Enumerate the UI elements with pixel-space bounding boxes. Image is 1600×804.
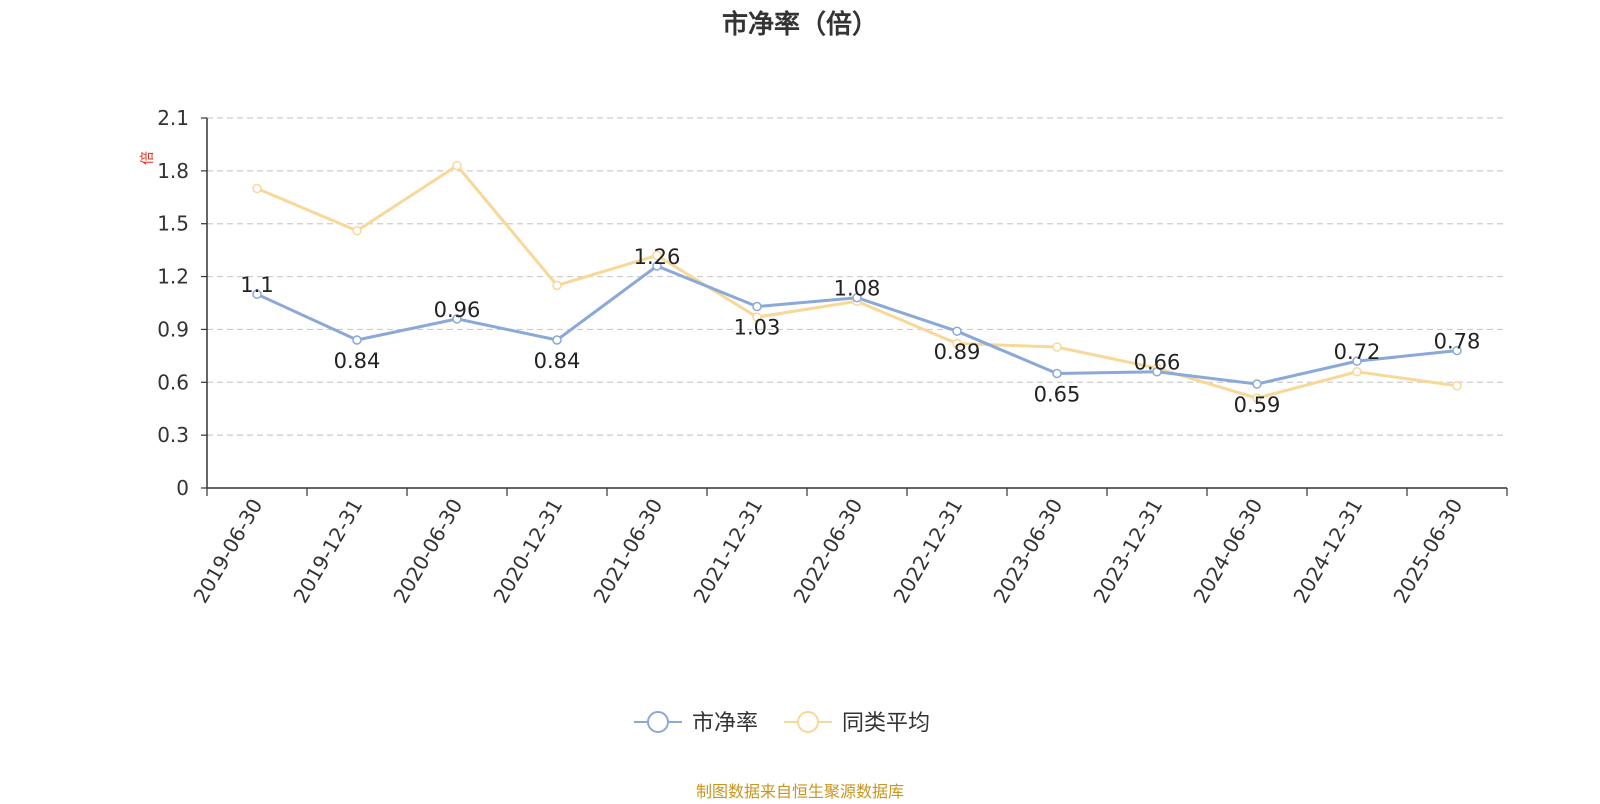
data-point xyxy=(452,314,462,324)
data-label: 0.96 xyxy=(434,298,481,322)
x-tick-label: 2023-12-31 xyxy=(1088,495,1167,608)
x-tick-label: 2023-06-30 xyxy=(988,495,1067,608)
data-label: 0.89 xyxy=(934,340,981,364)
x-tick-label: 2020-06-30 xyxy=(388,495,467,608)
data-label: 0.78 xyxy=(1434,330,1481,354)
legend-marker xyxy=(797,711,819,733)
data-label: 0.84 xyxy=(334,349,381,373)
data-point xyxy=(752,301,762,312)
y-tick-label: 0.9 xyxy=(157,317,189,341)
data-label: 0.65 xyxy=(1034,382,1081,406)
x-tick-label: 2024-12-31 xyxy=(1288,495,1367,608)
x-tick-label: 2025-06-30 xyxy=(1388,495,1467,608)
y-tick-label: 0 xyxy=(176,476,189,500)
data-point xyxy=(1252,393,1262,403)
data-point xyxy=(1152,366,1162,377)
x-tick-label: 2022-12-31 xyxy=(888,495,967,608)
data-point xyxy=(1352,356,1362,366)
y-tick-label: 0.6 xyxy=(157,370,189,394)
data-point xyxy=(952,338,962,349)
y-tick-label: 0.3 xyxy=(157,423,189,447)
data-point xyxy=(652,250,662,261)
legend-marker xyxy=(647,711,669,733)
data-point xyxy=(352,226,362,236)
y-tick-label: 1.5 xyxy=(157,212,189,236)
data-point xyxy=(1052,342,1062,352)
x-tick-label: 2020-12-31 xyxy=(488,495,567,608)
data-source-note: 制图数据来自恒生聚源数据库 xyxy=(695,782,904,801)
data-point xyxy=(752,312,762,322)
legend-label: 市净率 xyxy=(692,711,758,736)
data-point xyxy=(1352,366,1362,377)
x-tick-label: 2024-06-30 xyxy=(1188,495,1267,608)
data-label: 1.1 xyxy=(240,273,273,297)
legend-label: 同类平均 xyxy=(842,711,930,736)
data-label: 1.26 xyxy=(634,245,681,269)
data-point xyxy=(552,335,562,345)
data-label: 1.08 xyxy=(834,277,881,301)
y-axis-label: 倍 xyxy=(140,151,156,165)
data-point xyxy=(652,261,662,271)
data-point xyxy=(1452,381,1462,391)
data-point xyxy=(1052,368,1062,379)
data-point xyxy=(1252,379,1262,389)
y-tick-label: 2.1 xyxy=(157,106,189,130)
data-point xyxy=(452,160,462,171)
data-label: 0.66 xyxy=(1134,351,1181,375)
x-tick-label: 2019-06-30 xyxy=(188,495,267,608)
data-label: 0.72 xyxy=(1334,340,1381,364)
x-tick-label: 2022-06-30 xyxy=(788,495,867,608)
data-point xyxy=(552,280,562,291)
x-tick-label: 2021-06-30 xyxy=(588,495,667,608)
data-point xyxy=(952,326,962,336)
data-point xyxy=(252,289,262,299)
data-label: 1.03 xyxy=(734,316,781,340)
data-point xyxy=(252,183,262,194)
data-point xyxy=(352,335,362,345)
x-tick-label: 2019-12-31 xyxy=(288,495,367,608)
chart-title: 市净率（倍） xyxy=(721,10,878,40)
data-point xyxy=(1452,345,1462,356)
data-point xyxy=(852,292,862,303)
data-label: 0.84 xyxy=(534,349,581,373)
y-tick-label: 1.8 xyxy=(157,159,189,183)
y-tick-label: 1.2 xyxy=(157,265,189,289)
data-label: 0.59 xyxy=(1234,393,1281,417)
x-tick-label: 2021-12-31 xyxy=(688,495,767,608)
